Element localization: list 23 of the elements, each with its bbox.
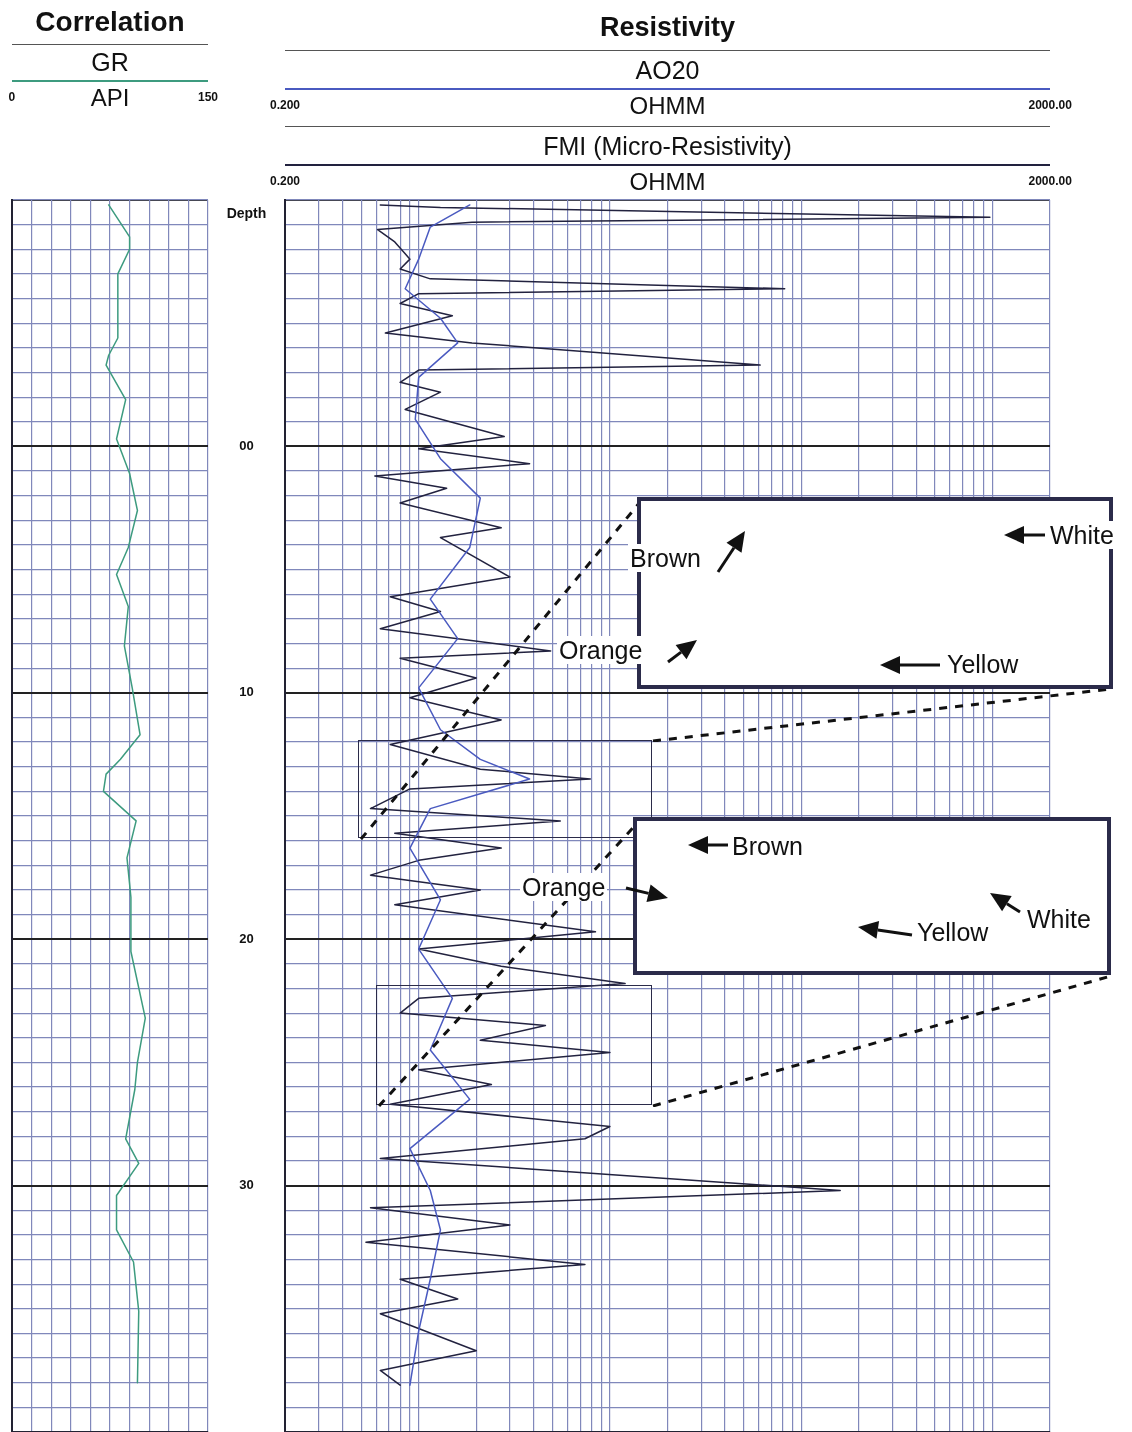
- y-tick-label: 00: [239, 437, 254, 453]
- annotation: White: [1025, 905, 1093, 933]
- x-axis-title: OHMM: [629, 92, 706, 119]
- text: GR: [90, 48, 130, 77]
- annotation: Yellow: [945, 650, 1021, 678]
- chart-title: Correlation: [34, 6, 186, 38]
- series-label: FMI (Micro-Resistivity): [542, 132, 793, 161]
- chart-title: Resistivity: [598, 12, 737, 43]
- text: White: [1048, 521, 1116, 549]
- text: AO20: [634, 56, 701, 85]
- annotation: Brown: [730, 832, 805, 860]
- y-axis-title: Depth: [226, 204, 267, 221]
- x-axis-title: API: [90, 84, 130, 111]
- y-tick-label: 10: [239, 684, 254, 700]
- x-tick-label: 150: [198, 90, 219, 104]
- x2-axis-title: OHMM: [629, 168, 706, 195]
- y-tick-label: 30: [239, 1177, 254, 1193]
- annotation: Brown: [628, 544, 703, 572]
- annotation: Orange: [557, 636, 645, 664]
- y-tick-label: 20: [239, 930, 254, 946]
- annotation: Yellow: [915, 918, 991, 946]
- x-tick-label: 0: [8, 90, 16, 104]
- annotation: Orange: [520, 873, 608, 901]
